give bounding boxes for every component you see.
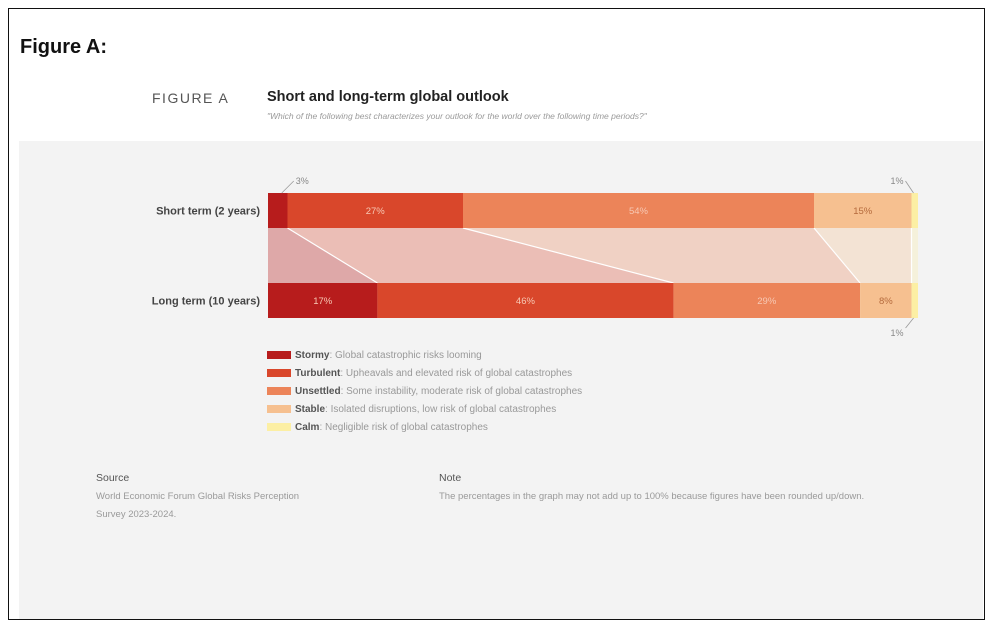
callout-label: 1% (891, 328, 904, 338)
legend-description: : Some instability, moderate risk of glo… (341, 386, 583, 397)
figure-frame: Figure A: FIGURE A Short and long-term g… (8, 8, 985, 620)
callout-line (906, 181, 914, 193)
legend-swatch-stormy (267, 351, 291, 359)
data-label: 54% (629, 206, 649, 217)
source-heading: Source (96, 472, 129, 484)
category-label: Short term (2 years) (156, 206, 260, 218)
legend-item-turbulent: Turbulent : Upheavals and elevated risk … (267, 364, 582, 382)
data-label: 46% (516, 296, 536, 307)
legend-item-unsettled: Unsettled : Some instability, moderate r… (267, 382, 582, 400)
legend-name: Turbulent (295, 368, 340, 379)
legend-item-calm: Calm : Negligible risk of global catastr… (267, 418, 582, 436)
connector-band (912, 228, 919, 283)
legend-name: Unsettled (295, 386, 341, 397)
legend-name: Calm (295, 422, 319, 433)
legend-swatch-unsettled (267, 387, 291, 395)
callout-line (282, 181, 294, 193)
callout-label: 3% (296, 176, 309, 186)
legend-item-stormy: Stormy : Global catastrophic risks loomi… (267, 346, 582, 364)
legend-description: : Isolated disruptions, low risk of glob… (325, 404, 556, 415)
data-label: 17% (313, 296, 333, 307)
data-label: 27% (366, 206, 386, 217)
data-label: 8% (879, 296, 893, 307)
legend-description: : Global catastrophic risks looming (329, 350, 481, 361)
legend-item-stable: Stable : Isolated disruptions, low risk … (267, 400, 582, 418)
legend-swatch-stable (267, 405, 291, 413)
callout-label: 1% (890, 176, 903, 186)
source-text: World Economic Forum Global Risks Percep… (96, 488, 306, 524)
bar-segment (268, 193, 288, 228)
legend-name: Stable (295, 404, 325, 415)
data-label: 15% (853, 206, 873, 217)
legend-swatch-calm (267, 423, 291, 431)
legend: Stormy : Global catastrophic risks loomi… (267, 346, 582, 436)
data-label: 29% (757, 296, 777, 307)
legend-description: : Negligible risk of global catastrophes (319, 422, 487, 433)
note-text: The percentages in the graph may not add… (439, 488, 919, 506)
callout-line (906, 318, 914, 328)
note-heading: Note (439, 472, 461, 484)
legend-description: : Upheavals and elevated risk of global … (340, 368, 572, 379)
bar-segment (912, 193, 919, 228)
stacked-bar-chart: Short term (2 years) 27% 54% 15% Long term (… (9, 9, 984, 619)
bar-segment (912, 283, 918, 318)
legend-swatch-turbulent (267, 369, 291, 377)
category-label: Long term (10 years) (152, 296, 261, 308)
legend-name: Stormy (295, 350, 329, 361)
